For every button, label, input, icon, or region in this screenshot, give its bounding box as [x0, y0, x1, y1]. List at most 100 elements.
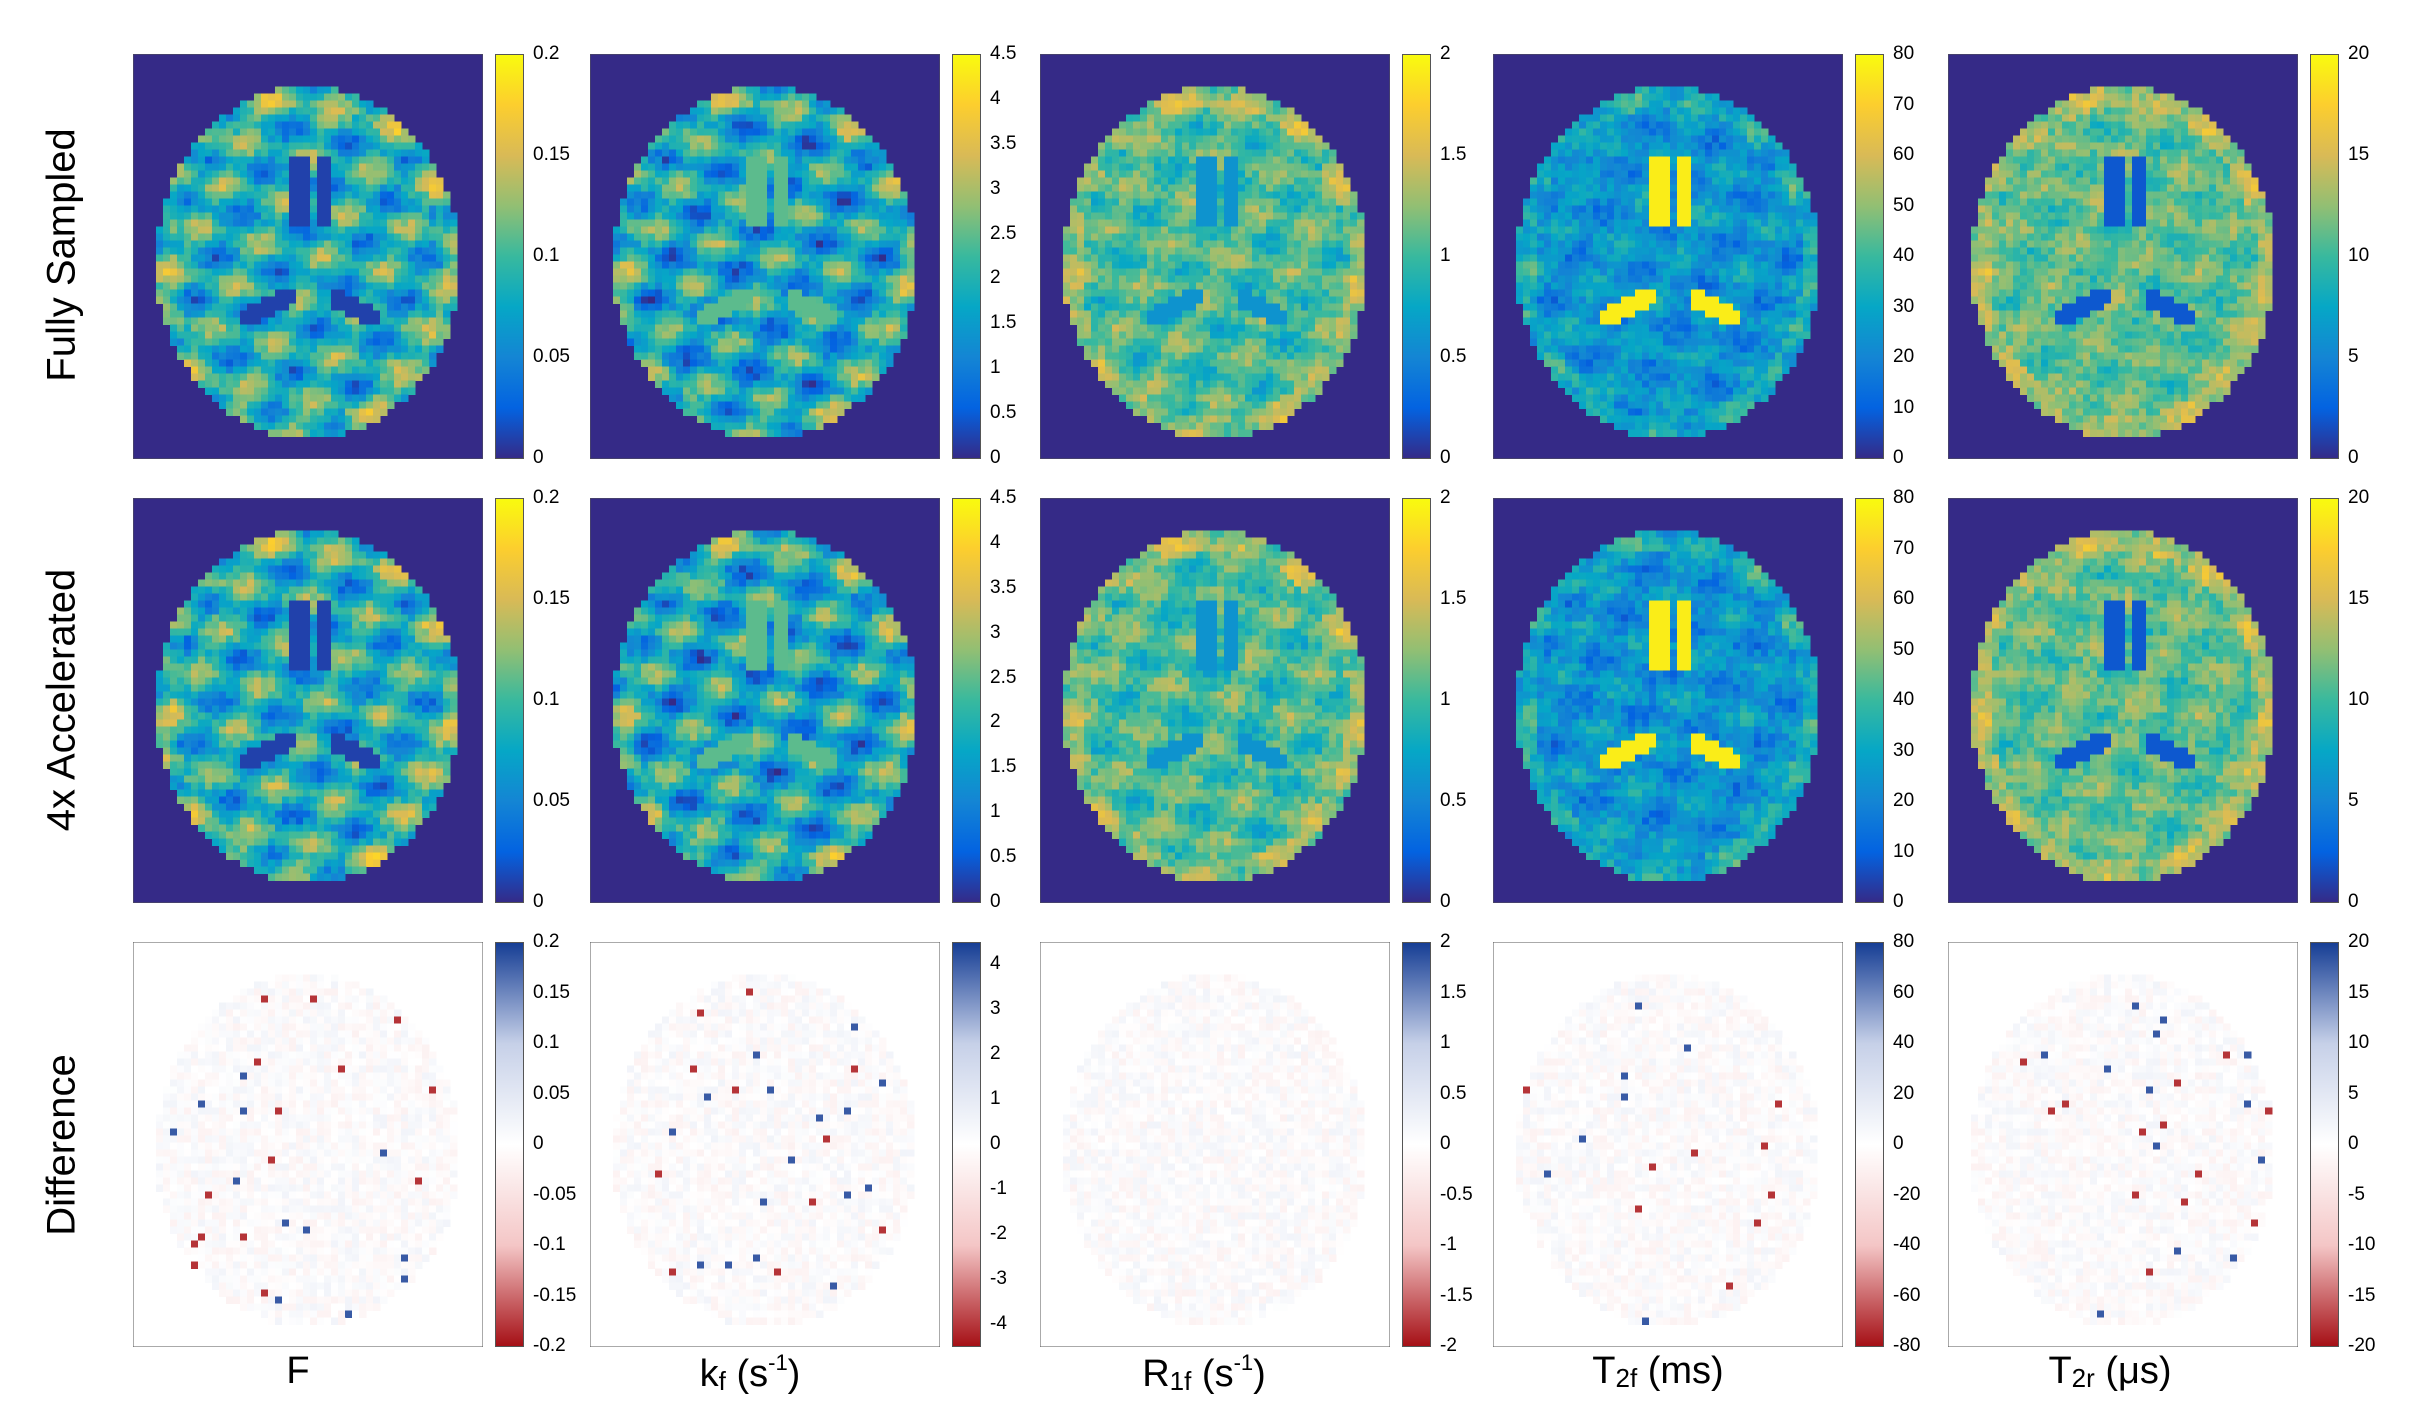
colorbar-tick-label: 0 [2348, 1133, 2359, 1155]
colorbar-tick-label: 1.5 [990, 756, 1016, 778]
colorbar-tick-label: 4 [990, 88, 1001, 110]
row-label-difference: Difference [40, 1054, 85, 1236]
colorbar-tick-label: 2 [1440, 487, 1451, 509]
colorbar-tick-label: 30 [1893, 296, 1914, 318]
colorbar-tick-label: 15 [2348, 982, 2369, 1004]
colorbar-row3-col3 [1402, 942, 1438, 1352]
colorbar-tick-label: -60 [1893, 1285, 1920, 1307]
colorbar-tick-label: 0.5 [1440, 346, 1466, 368]
colorbar-tick-label: 1 [990, 1088, 1001, 1110]
map-image-row2-col5 [1948, 498, 2298, 903]
colorbar-tick-label: 1.5 [1440, 588, 1466, 610]
colorbar-tick-label: 15 [2348, 588, 2369, 610]
colorbar-tick-label: 0 [2348, 447, 2359, 469]
colorbar-tick-label: 0.15 [533, 588, 570, 610]
colorbar-row1-col3 [1402, 54, 1438, 464]
colorbar-tick-label: 40 [1893, 689, 1914, 711]
colorbar-row3-col2 [952, 942, 988, 1352]
map-image-row1-col4 [1493, 54, 1843, 459]
colorbar-tick-label: 0.1 [533, 1032, 559, 1054]
colorbar-tick-label: 70 [1893, 94, 1914, 116]
colorbar-tick-label: 3.5 [990, 577, 1016, 599]
colorbar-tick-label: 0 [2348, 891, 2359, 913]
colorbar-tick-label: 15 [2348, 144, 2369, 166]
colorbar-tick-label: 80 [1893, 487, 1914, 509]
colorbar-row3-col4 [1855, 942, 1891, 1352]
colorbar-tick-label: 0 [533, 447, 544, 469]
colorbar-tick-label: 0.15 [533, 982, 570, 1004]
colorbar-tick-label: 0 [1440, 1133, 1451, 1155]
colorbar-tick-label: 1.5 [1440, 982, 1466, 1004]
colorbar-tick-label: 4.5 [990, 487, 1016, 509]
colorbar-tick-label: -1 [990, 1178, 1007, 1200]
colorbar-tick-label: 0 [1440, 891, 1451, 913]
colorbar-tick-label: 1.5 [1440, 144, 1466, 166]
colorbar-tick-label: -20 [2348, 1335, 2375, 1357]
colorbar-tick-label: 1 [1440, 245, 1451, 267]
colorbar-tick-label: 70 [1893, 538, 1914, 560]
colorbar-tick-label: 1 [990, 801, 1001, 823]
colorbar-tick-label: -0.05 [533, 1184, 576, 1206]
colorbar-tick-label: -1 [1440, 1234, 1457, 1256]
colorbar-tick-label: 0.2 [533, 487, 559, 509]
colorbar-tick-label: 10 [1893, 397, 1914, 419]
colorbar-tick-label: -10 [2348, 1234, 2375, 1256]
map-image-row2-col2 [590, 498, 940, 903]
colorbar-tick-label: 0 [533, 1133, 544, 1155]
colorbar-tick-label: 40 [1893, 245, 1914, 267]
colorbar-tick-label: 60 [1893, 982, 1914, 1004]
colorbar-tick-label: -1.5 [1440, 1285, 1473, 1307]
colorbar-tick-label: -5 [2348, 1184, 2365, 1206]
colorbar-tick-label: 0.1 [533, 689, 559, 711]
colorbar-tick-label: 0 [1893, 1133, 1904, 1155]
colorbar-row1-col4 [1855, 54, 1891, 464]
column-label-t2f: T2f (ms) [1592, 1350, 1723, 1394]
colorbar-tick-label: 0 [990, 1133, 1001, 1155]
colorbar-tick-label: 0 [990, 891, 1001, 913]
colorbar-tick-label: 0.5 [1440, 1083, 1466, 1105]
colorbar-tick-label: 50 [1893, 639, 1914, 661]
colorbar-tick-label: 2.5 [990, 223, 1016, 245]
colorbar-tick-label: 5 [2348, 1083, 2359, 1105]
colorbar-tick-label: 2.5 [990, 667, 1016, 689]
colorbar-tick-label: 0 [1440, 447, 1451, 469]
colorbar-tick-label: 20 [2348, 43, 2369, 65]
colorbar-tick-label: 60 [1893, 588, 1914, 610]
map-image-row3-col4 [1493, 942, 1843, 1347]
colorbar-row2-col2 [952, 498, 988, 908]
column-label-t2r: T2r (μs) [2048, 1350, 2171, 1394]
colorbar-row2-col4 [1855, 498, 1891, 908]
colorbar-tick-label: 40 [1893, 1032, 1914, 1054]
map-image-row2-col4 [1493, 498, 1843, 903]
colorbar-row1-col5 [2310, 54, 2346, 464]
column-label-f: F [286, 1350, 309, 1393]
colorbar-row3-col5 [2310, 942, 2346, 1352]
colorbar-tick-label: 10 [2348, 1032, 2369, 1054]
colorbar-tick-label: 0.05 [533, 1083, 570, 1105]
colorbar-tick-label: 0.5 [990, 402, 1016, 424]
colorbar-tick-label: 0.2 [533, 43, 559, 65]
colorbar-tick-label: 4 [990, 532, 1001, 554]
map-image-row1-col5 [1948, 54, 2298, 459]
colorbar-tick-label: -0.5 [1440, 1184, 1473, 1206]
colorbar-tick-label: 1 [1440, 1032, 1451, 1054]
colorbar-tick-label: 0.05 [533, 790, 570, 812]
colorbar-tick-label: 1 [990, 357, 1001, 379]
colorbar-tick-label: 5 [2348, 346, 2359, 368]
colorbar-tick-label: 0.05 [533, 346, 570, 368]
colorbar-tick-label: 1.5 [990, 312, 1016, 334]
row-label-4x-accelerated: 4x Accelerated [40, 569, 85, 831]
colorbar-tick-label: -4 [990, 1313, 1007, 1335]
colorbar-tick-label: -3 [990, 1268, 1007, 1290]
map-image-row1-col3 [1040, 54, 1390, 459]
colorbar-tick-label: 0 [533, 891, 544, 913]
colorbar-tick-label: -2 [990, 1223, 1007, 1245]
map-image-row3-col3 [1040, 942, 1390, 1347]
colorbar-tick-label: 4 [990, 953, 1001, 975]
colorbar-tick-label: -0.15 [533, 1285, 576, 1307]
colorbar-tick-label: 30 [1893, 740, 1914, 762]
colorbar-row2-col1 [495, 498, 531, 908]
colorbar-tick-label: 50 [1893, 195, 1914, 217]
colorbar-tick-label: 3 [990, 622, 1001, 644]
colorbar-tick-label: -40 [1893, 1234, 1920, 1256]
